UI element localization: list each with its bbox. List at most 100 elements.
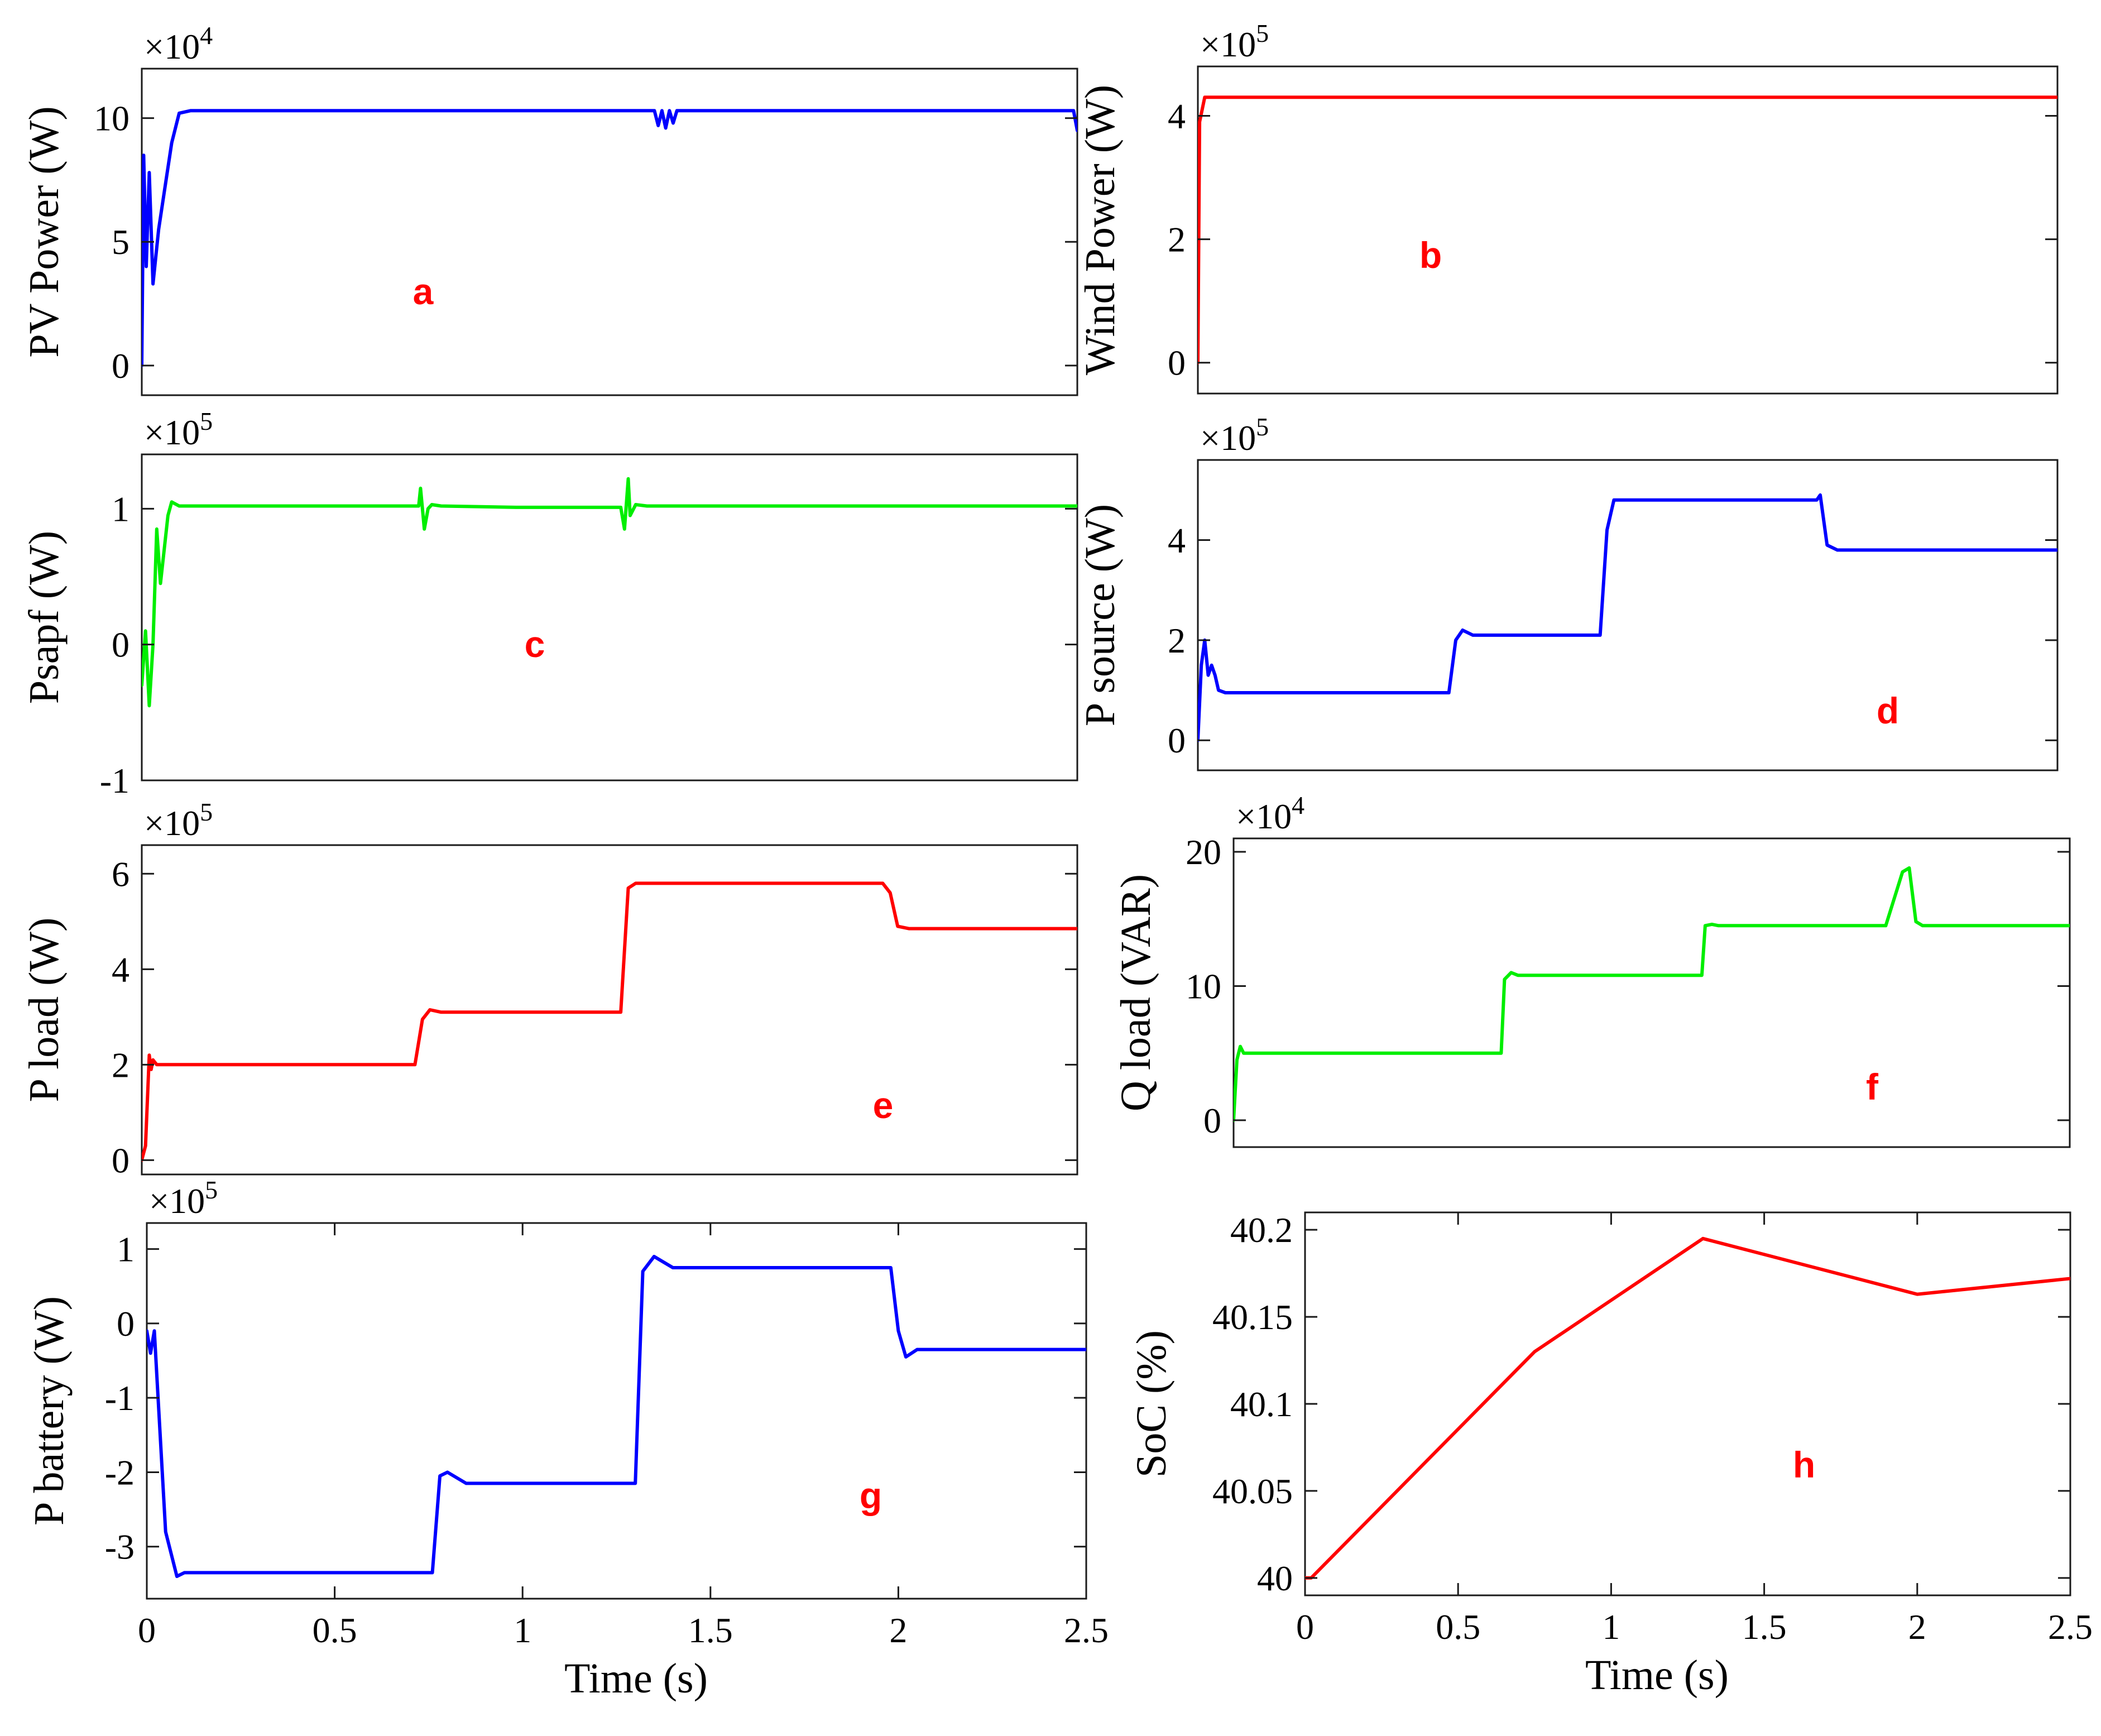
p-load-line (142, 881, 1077, 1162)
y-tick-label: 6 (112, 854, 129, 894)
pv-power-line (142, 109, 1077, 367)
y-tick-label: 0 (1168, 343, 1186, 383)
y-tick-label: 10 (1186, 966, 1221, 1006)
y-tick-label: 0 (1168, 721, 1186, 760)
panel-c-y-ticks: -1 0 1 (100, 489, 1077, 800)
x-tick-label: 0.5 (313, 1610, 357, 1650)
panel-f: 0 10 20 ×104 Q load (VAR) f (1112, 791, 2071, 1148)
y-tick-label: 40.05 (1212, 1471, 1293, 1511)
p-battery-line (147, 1255, 1086, 1578)
panel-h-frame (1304, 1211, 2071, 1596)
soc-line (1305, 1236, 2070, 1580)
panel-g-xlabel: Time (s) (564, 1655, 708, 1702)
panel-h-xlabel: Time (s) (1585, 1652, 1729, 1699)
panel-f-frame (1232, 837, 2071, 1148)
panel-h-y-ticks: 40 40.05 40.1 40.15 40.2 (1212, 1210, 2070, 1598)
panel-b-letter: b (1419, 234, 1442, 276)
x-tick-label: 2 (889, 1610, 907, 1650)
panel-c: -1 0 1 ×105 Psapf (W) c (21, 407, 1078, 800)
panel-a-ylabel: PV Power (W) (21, 106, 68, 357)
y-tick-label: 5 (112, 222, 129, 262)
y-tick-label: 2 (112, 1045, 129, 1085)
panel-b-multiplier: ×105 (1200, 19, 1269, 64)
y-tick-label: 40.2 (1230, 1210, 1293, 1250)
x-tick-label: 1.5 (688, 1610, 733, 1650)
panel-f-letter: f (1866, 1066, 1879, 1107)
panel-e-letter: e (873, 1085, 894, 1126)
y-tick-label: 0 (117, 1304, 135, 1344)
panel-d: 0 2 4 ×105 P source (W) d (1077, 413, 2059, 771)
y-tick-label: 0 (112, 625, 129, 665)
x-tick-label: 2.5 (2048, 1607, 2093, 1647)
panel-b-y-ticks: 0 2 4 (1168, 96, 2057, 383)
panel-d-frame (1197, 459, 2059, 771)
x-tick-label: 0 (138, 1610, 156, 1650)
panel-g-x-ticks: 0 0.5 1 1.5 2 2.5 (138, 1223, 1109, 1650)
panel-g-y-ticks: -3 -2 -1 0 1 (105, 1230, 1086, 1567)
panel-g: -3 -2 -1 0 1 0 0.5 1 1.5 2 2.5 ×105 P battery (W)… (26, 1176, 1109, 1702)
p-source-line (1198, 493, 2057, 742)
panel-c-ylabel: Psapf (W) (21, 531, 68, 704)
panel-a-letter: a (413, 271, 434, 312)
panel-h-x-ticks: 0 0.5 1 1.5 2 2.5 (1296, 1212, 2093, 1647)
panel-a-y-ticks: 0 5 10 (94, 99, 1077, 386)
panel-f-y-ticks: 0 10 20 (1186, 832, 2070, 1140)
y-tick-label: -1 (105, 1378, 135, 1418)
panel-h-letter: h (1793, 1444, 1815, 1485)
x-tick-label: 1 (1602, 1607, 1620, 1647)
x-tick-label: 2 (1908, 1607, 1926, 1647)
panel-f-multiplier: ×104 (1236, 791, 1304, 836)
panel-f-ylabel: Q load (VAR) (1112, 874, 1159, 1111)
y-tick-label: -3 (105, 1527, 135, 1567)
y-tick-label: 0 (112, 1140, 129, 1180)
panel-h: 40 40.05 40.1 40.15 40.2 0 0.5 1 1.5 2 2.5 SoC (%… (1128, 1210, 2093, 1699)
y-tick-label: -1 (100, 761, 129, 800)
panel-e-ylabel: P load (W) (21, 918, 68, 1102)
x-tick-label: 1.5 (1742, 1607, 1787, 1647)
y-tick-label: 2 (1168, 220, 1186, 260)
psapf-line (142, 477, 1077, 708)
y-tick-label: 40 (1257, 1558, 1293, 1598)
y-tick-label: 4 (112, 949, 129, 989)
panel-d-ylabel: P source (W) (1077, 504, 1124, 726)
wind-power-line (1198, 95, 2057, 365)
y-tick-label: 4 (1168, 96, 1186, 136)
y-tick-label: 1 (117, 1230, 135, 1269)
y-tick-label: 0 (1203, 1101, 1221, 1140)
x-tick-label: 2.5 (1064, 1610, 1109, 1650)
q-load-line (1234, 866, 2070, 1122)
x-tick-label: 0.5 (1436, 1607, 1480, 1647)
y-tick-label: -2 (105, 1452, 135, 1492)
panel-g-frame (146, 1222, 1087, 1600)
panel-c-multiplier: ×105 (144, 407, 213, 452)
panel-b: 0 2 4 ×105 Wind Power (W) b (1077, 19, 2059, 395)
y-tick-label: 20 (1186, 832, 1221, 872)
y-tick-label: 1 (112, 489, 129, 529)
x-tick-label: 1 (514, 1610, 531, 1650)
panel-e-frame (141, 844, 1078, 1176)
panel-a-frame (141, 68, 1078, 396)
panel-g-letter: g (860, 1475, 882, 1516)
x-tick-label: 0 (1296, 1607, 1314, 1647)
y-tick-label: 40.15 (1212, 1297, 1293, 1337)
panel-e-multiplier: ×105 (144, 798, 213, 843)
panel-b-frame (1197, 65, 2059, 395)
y-tick-label: 40.1 (1230, 1384, 1293, 1424)
panel-b-ylabel: Wind Power (W) (1077, 85, 1124, 375)
panel-e-y-ticks: 0 2 4 6 (112, 854, 1077, 1180)
panel-e: 0 2 4 6 ×105 P load (W) e (21, 798, 1078, 1180)
y-tick-label: 10 (94, 99, 129, 138)
y-tick-label: 0 (112, 346, 129, 386)
y-tick-label: 4 (1168, 520, 1186, 560)
panel-g-multiplier: ×105 (149, 1176, 218, 1221)
panel-a-multiplier: ×104 (144, 21, 213, 66)
y-tick-label: 2 (1168, 621, 1186, 660)
panel-a: 0 5 10 ×104 PV Power (W) a (21, 21, 1078, 396)
panel-g-ylabel: P battery (W) (26, 1296, 73, 1526)
panel-d-letter: d (1877, 690, 1899, 731)
panel-h-ylabel: SoC (%) (1128, 1330, 1175, 1478)
panel-d-y-ticks: 0 2 4 (1168, 520, 2057, 760)
panel-c-frame (141, 453, 1078, 781)
panel-d-multiplier: ×105 (1200, 413, 1269, 458)
